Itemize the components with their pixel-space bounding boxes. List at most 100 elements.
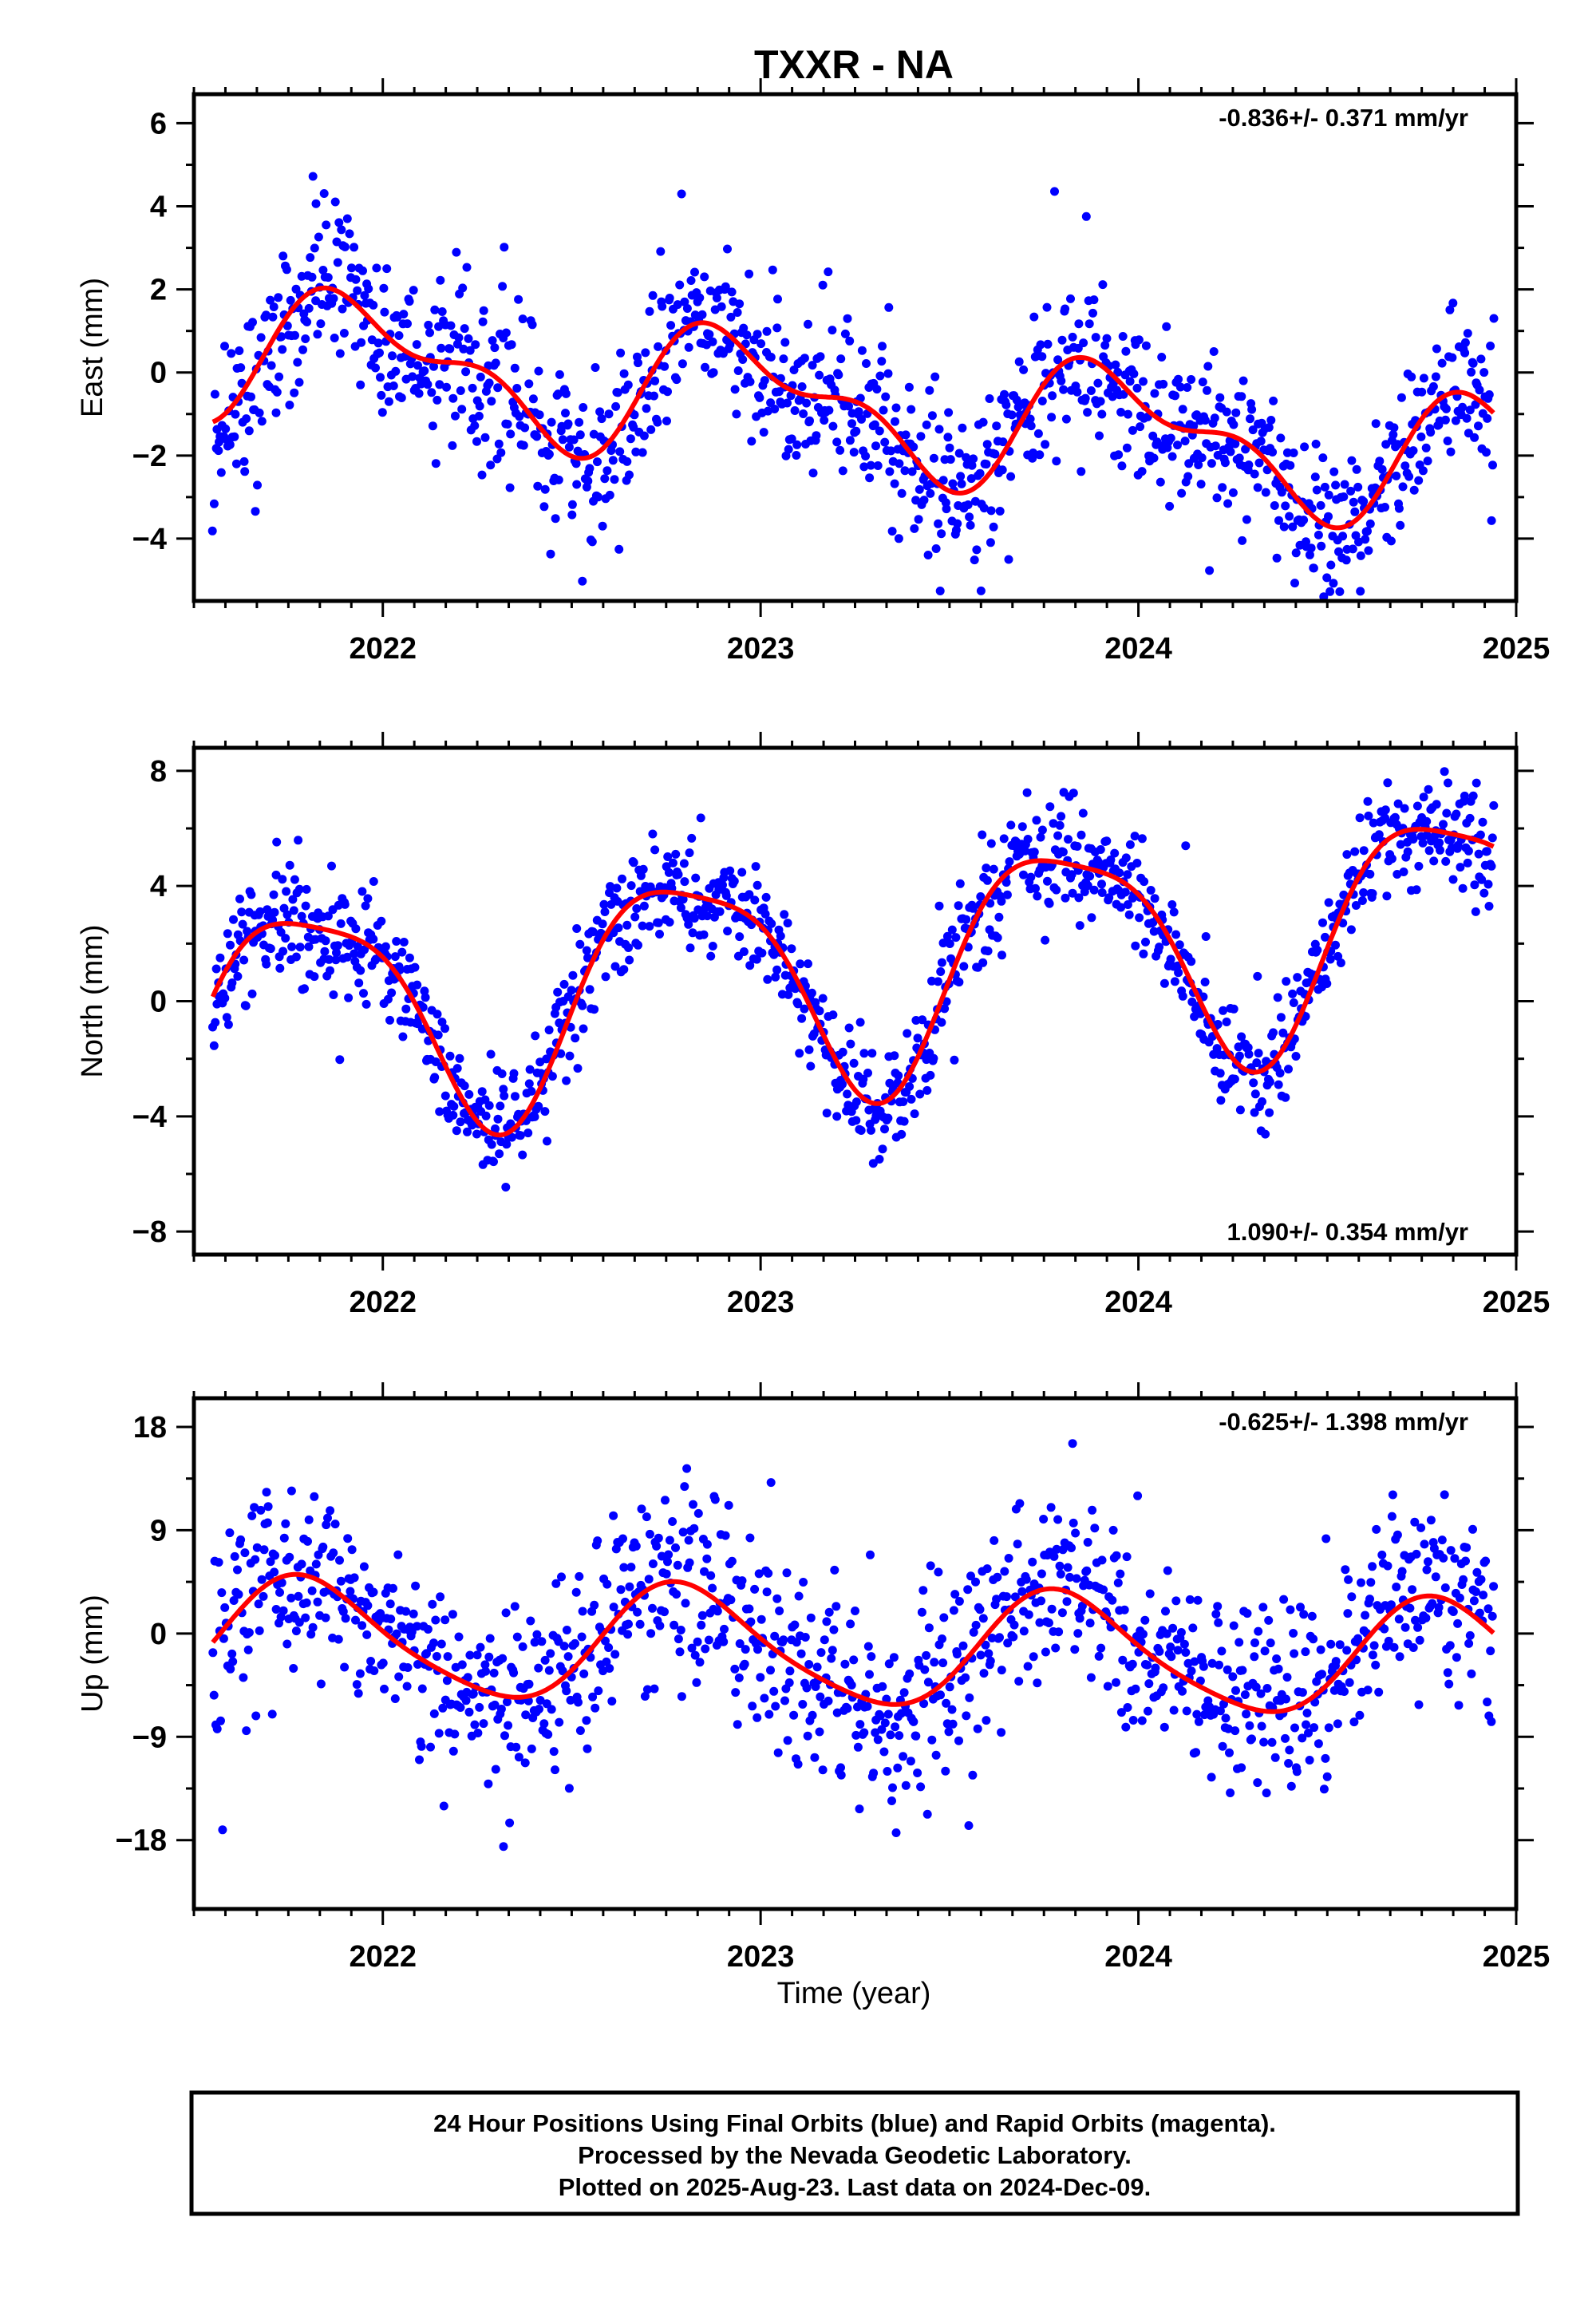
data-point [403,1663,413,1672]
data-point [239,1673,248,1682]
data-point [766,1666,775,1675]
data-point [730,1664,740,1674]
data-point [1053,831,1063,840]
data-point [1220,458,1230,468]
data-point [236,363,246,373]
data-point [795,1049,804,1058]
data-point [578,1001,587,1010]
data-point [1443,437,1452,445]
data-point [1144,1679,1154,1689]
data-point [326,966,334,975]
data-point [917,1607,926,1617]
data-point [750,895,760,905]
data-point [772,323,782,333]
data-point [608,456,618,465]
data-point [1209,347,1219,356]
data-point [1108,1525,1118,1535]
data-point [648,829,658,839]
data-point [877,357,887,366]
data-point [1461,1556,1470,1566]
data-point [1116,903,1126,912]
data-point [1487,516,1496,525]
data-point [1415,1635,1424,1645]
data-point [645,922,654,931]
data-point [1269,1028,1278,1037]
data-point [1317,541,1326,551]
data-point [740,1659,749,1669]
data-point [1123,900,1132,909]
data-point [547,1705,556,1714]
data-point [1073,387,1082,397]
data-point [527,320,537,330]
data-point [1157,353,1167,362]
data-point [1013,1539,1022,1549]
data-point [1159,978,1169,988]
data-point [1324,512,1333,521]
data-point [1083,408,1092,417]
data-point [1359,846,1369,856]
data-point [1140,877,1149,887]
data-point [587,537,597,547]
data-point [1115,868,1124,878]
data-point [1061,893,1070,903]
data-point [279,947,288,956]
data-point [285,1552,294,1562]
data-point [1326,560,1336,570]
data-point [1111,360,1120,370]
data-point [685,848,694,858]
data-point [1151,1663,1160,1673]
data-point [978,830,987,840]
data-point [277,332,286,342]
data-point [1329,579,1338,588]
data-point [1046,1503,1056,1512]
data-point [1251,1682,1261,1692]
data-point [239,456,249,466]
data-point [789,366,799,374]
data-point [1381,805,1390,815]
data-point [879,405,888,415]
data-point [1462,413,1472,423]
data-point [1056,1569,1065,1579]
data-point [263,1502,273,1512]
data-point [1009,1620,1019,1630]
data-point [828,421,838,431]
data-point [1223,1665,1232,1674]
data-point [849,1655,859,1665]
data-point [1389,430,1398,440]
data-point [992,421,1001,431]
data-point [924,1623,934,1633]
data-point [1207,1773,1216,1782]
data-point [1108,1595,1117,1605]
data-point [1137,1716,1147,1725]
data-point [897,1709,906,1718]
data-point [642,1512,651,1522]
data-point [1470,433,1479,442]
data-point [480,1660,490,1670]
data-point [1448,298,1458,308]
data-point [316,1679,326,1689]
data-point [1169,907,1179,917]
data-point [1057,1608,1067,1618]
data-point [1166,1642,1175,1652]
data-point [883,1113,893,1123]
data-point [459,344,468,354]
data-point [990,1535,999,1545]
data-point [798,1700,808,1709]
data-point [1386,536,1396,546]
data-point [783,1736,792,1745]
data-point [415,1755,424,1765]
data-point [1335,587,1345,596]
data-point [666,321,676,330]
data-point [1120,887,1130,897]
data-point [883,1767,892,1776]
data-point [652,1541,662,1551]
data-point [648,290,658,300]
data-point [1369,818,1378,828]
data-point [818,280,828,290]
data-point [526,1616,535,1626]
data-point [1324,898,1333,907]
data-point [721,282,730,291]
data-point [611,1544,621,1554]
data-point [313,330,322,339]
